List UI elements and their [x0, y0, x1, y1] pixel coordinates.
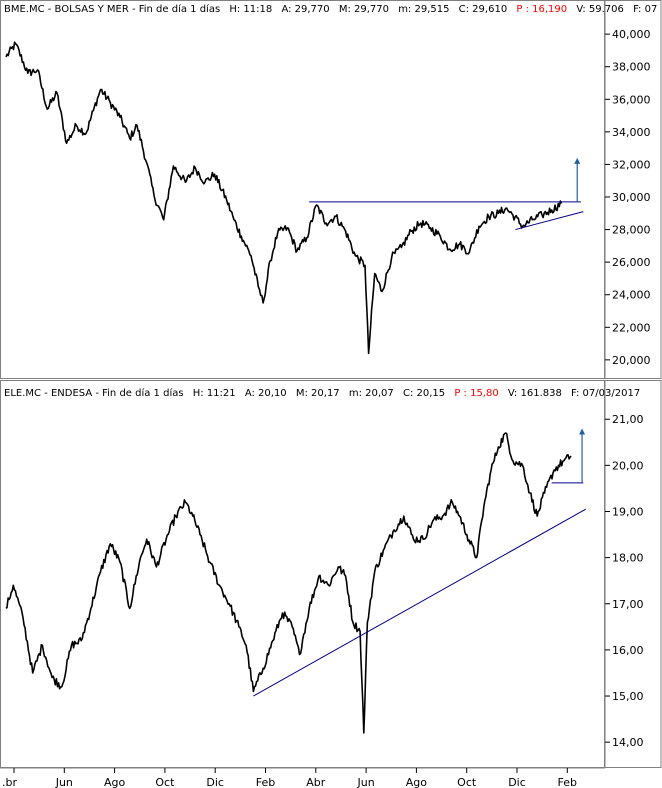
x-tick-label: Ago [104, 776, 126, 788]
bme-ytick-label: 30,000 [612, 191, 651, 204]
x-tick-label: .br [2, 776, 17, 788]
bme-ytick-label: 34,000 [612, 126, 651, 139]
x-tick-label: Abr [306, 776, 326, 788]
bme-ytick-label: 22,000 [612, 321, 651, 334]
ele-price-line [5, 432, 572, 734]
ele-ytick-label: 20,00 [612, 459, 644, 472]
bme-price-line [5, 41, 563, 355]
ele-target-arrow-head [579, 428, 586, 435]
bme-ytick-label: 32,000 [612, 158, 651, 171]
x-tick-label: Jun [55, 776, 73, 788]
x-tick-label: Oct [457, 776, 477, 788]
ele-ytick-label: 18,00 [612, 552, 644, 565]
ele-ytick-label: 21,00 [612, 413, 644, 426]
x-tick-label: Feb [558, 776, 577, 788]
ele-plot-frame [0, 380, 605, 768]
ele-ytick-label: 14,00 [612, 736, 644, 749]
bme-support-line[interactable] [515, 211, 584, 231]
bme-plot-frame [0, 0, 605, 379]
time-x-axis: .br Jun Ago Oct Dic Feb Abr Jun Ago Oct Dic Feb [0, 767, 605, 788]
ele-ytick-label: 17,00 [612, 598, 644, 611]
ele-y-axis: 14,00 15,00 16,00 17,00 18,00 19,00 20,00 21,00 [605, 413, 644, 749]
x-tick-label: Oct [155, 776, 175, 788]
bme-trendlines [309, 157, 584, 231]
x-tick-label: Ago [406, 776, 428, 788]
bme-ytick-label: 38,000 [612, 61, 651, 74]
x-tick-label: Dic [508, 776, 526, 788]
bme-ytick-label: 40,000 [612, 28, 651, 41]
bme-y-axis-area [604, 0, 662, 379]
ele-panel: ELE.MC - ENDESA - Fin de día 1 días H: 1… [0, 380, 662, 768]
ele-header: ELE.MC - ENDESA - Fin de día 1 días H: 1… [4, 387, 640, 399]
bme-y-axis: 20,000 22,000 24,000 26,000 28,000 30,000 32,0… [605, 28, 651, 367]
bme-target-arrow-head [574, 157, 581, 164]
ele-ytick-label: 19,00 [612, 505, 644, 518]
x-tick-label: Jun [357, 776, 375, 788]
ele-y-axis-area [604, 380, 662, 768]
bme-ytick-label: 24,000 [612, 289, 651, 302]
bme-ytick-label: 28,000 [612, 224, 651, 237]
x-tick-label: Feb [256, 776, 275, 788]
bme-panel: BME.MC - BOLSAS Y MER - Fin de día 1 día… [0, 0, 662, 379]
x-tick-label: Dic [206, 776, 224, 788]
bme-ytick-label: 20,000 [612, 354, 651, 367]
ele-ytick-label: 16,00 [612, 644, 644, 657]
ele-support-line[interactable] [253, 508, 586, 697]
bme-ytick-label: 36,000 [612, 93, 651, 106]
bme-price-series [5, 41, 563, 355]
ele-ytick-label: 15,00 [612, 690, 644, 703]
ele-price-series [5, 432, 572, 734]
bme-header: BME.MC - BOLSAS Y MER - Fin de día 1 día… [4, 3, 657, 15]
bme-ytick-label: 26,000 [612, 256, 651, 269]
ele-trendlines [253, 428, 586, 697]
